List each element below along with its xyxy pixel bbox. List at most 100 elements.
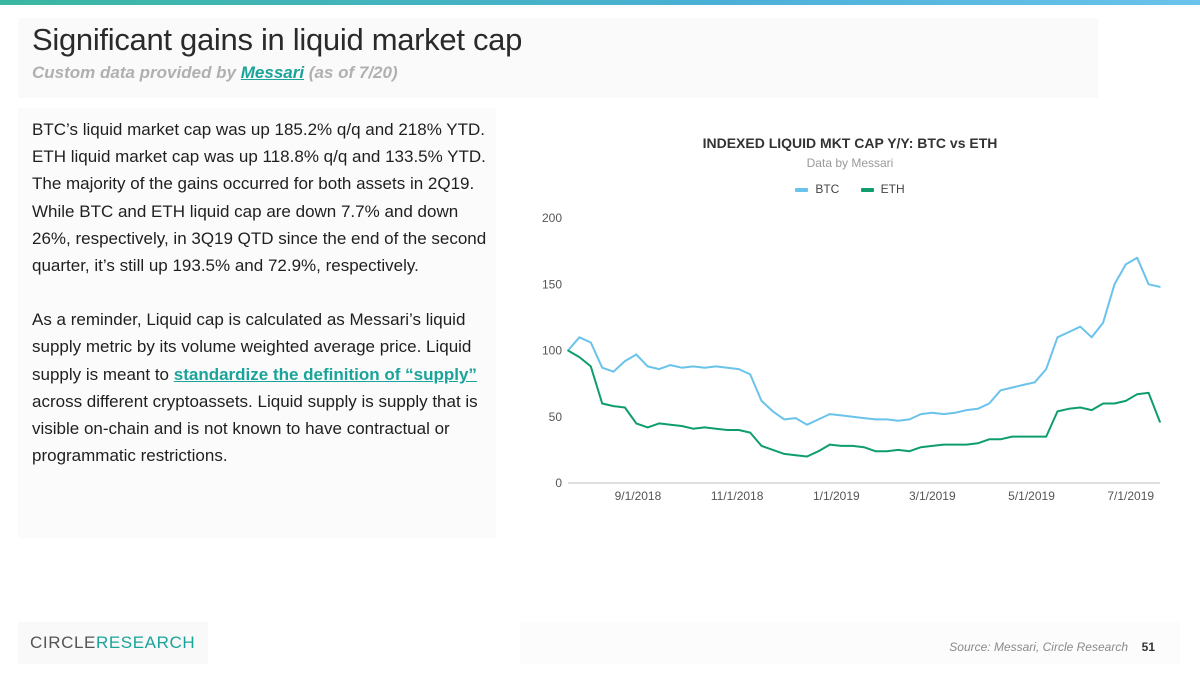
subtitle-prefix: Custom data provided by: [32, 63, 241, 82]
data-point-eth: [1068, 408, 1070, 410]
data-point-btc: [646, 365, 649, 368]
data-point-btc: [703, 366, 706, 369]
body-text: BTC’s liquid market cap was up 185.2% q/…: [32, 116, 494, 496]
data-point-eth: [1159, 421, 1161, 423]
data-point-eth: [999, 438, 1002, 441]
data-point-btc: [1159, 286, 1161, 288]
data-point-btc: [817, 418, 820, 421]
data-point-btc: [794, 417, 797, 419]
data-point-btc: [589, 341, 592, 344]
x-tick-label: 9/1/2018: [615, 489, 662, 503]
data-point-eth: [567, 349, 569, 352]
data-point-eth: [954, 443, 956, 446]
data-point-btc: [612, 370, 615, 373]
legend-swatch-eth: [860, 187, 874, 192]
data-point-btc: [1079, 325, 1082, 328]
reminder-text-before: As a reminder, Liquid cap is calculated …: [32, 310, 472, 384]
data-point-eth: [1113, 402, 1116, 405]
data-point-btc: [1022, 384, 1025, 386]
data-point-eth: [1022, 435, 1025, 438]
data-point-btc: [1090, 336, 1093, 339]
data-point-eth: [635, 422, 638, 425]
data-point-eth: [726, 429, 729, 431]
data-point-eth: [965, 443, 968, 446]
data-point-btc: [601, 366, 603, 369]
data-point-btc: [1102, 321, 1104, 324]
data-point-eth: [829, 443, 831, 446]
data-point-eth: [1102, 402, 1104, 405]
x-tick-label: 7/1/2019: [1107, 489, 1154, 503]
data-point-eth: [669, 423, 672, 426]
data-point-eth: [817, 450, 820, 453]
x-tick-label: 1/1/2019: [813, 489, 860, 503]
data-point-btc: [749, 373, 751, 376]
data-point-eth: [920, 446, 922, 449]
footer-background: [520, 622, 1180, 664]
data-point-btc: [977, 408, 979, 410]
data-point-eth: [1136, 393, 1139, 396]
legend-label-btc: BTC: [815, 182, 840, 196]
data-point-btc: [920, 413, 922, 415]
data-point-eth: [863, 446, 865, 449]
data-point-eth: [1079, 406, 1082, 409]
data-point-btc: [760, 400, 763, 402]
y-tick-label: 100: [542, 344, 562, 358]
data-point-btc: [965, 409, 968, 411]
brand-background: [18, 622, 208, 664]
circle-research-logo: CIRCLERESEARCH: [30, 633, 195, 653]
legend-item-eth: ETH: [860, 182, 905, 196]
data-point-btc: [692, 365, 695, 368]
supply-definition-link[interactable]: standardize the definition of “supply”: [173, 364, 477, 384]
data-point-btc: [874, 418, 877, 421]
data-point-btc: [999, 389, 1002, 392]
data-point-eth: [578, 356, 581, 358]
source-note: Source: Messari, Circle Research: [949, 640, 1128, 654]
data-point-eth: [749, 431, 751, 434]
data-point-eth: [977, 442, 979, 445]
series-line-eth: [567, 349, 1161, 458]
data-point-btc: [1045, 368, 1047, 370]
data-point-eth: [908, 450, 911, 453]
data-point-eth: [1125, 400, 1127, 402]
data-point-btc: [635, 353, 638, 356]
data-point-eth: [646, 426, 649, 429]
chart-legend: BTC ETH: [520, 182, 1180, 196]
data-point-btc: [829, 413, 831, 415]
top-accent-bar: [0, 0, 1200, 5]
data-point-btc: [851, 415, 854, 418]
subtitle-suffix: (as of 7/20): [304, 63, 398, 82]
legend-item-btc: BTC: [795, 182, 839, 196]
data-point-btc: [669, 364, 672, 366]
data-point-eth: [783, 453, 786, 455]
x-tick-label: 11/1/2018: [711, 489, 764, 503]
y-tick-label: 150: [542, 277, 562, 291]
data-point-eth: [885, 450, 888, 453]
y-tick-label: 200: [542, 211, 562, 225]
data-point-btc: [863, 417, 865, 419]
data-point-eth: [658, 422, 660, 425]
data-point-btc: [715, 365, 717, 368]
chart-title: INDEXED LIQUID MKT CAP Y/Y: BTC vs ETH: [702, 135, 998, 151]
data-point-eth: [840, 445, 843, 447]
logo-part-circle: CIRCLE: [30, 633, 96, 652]
data-point-btc: [737, 368, 740, 370]
data-point-eth: [681, 425, 683, 427]
data-point-eth: [1045, 435, 1047, 438]
data-point-btc: [1113, 283, 1116, 286]
data-point-btc: [908, 418, 911, 421]
messari-link[interactable]: Messari: [240, 63, 305, 82]
data-point-btc: [954, 411, 956, 414]
data-point-eth: [1011, 435, 1013, 438]
data-point-btc: [624, 360, 626, 362]
data-point-eth: [1056, 410, 1059, 413]
data-point-btc: [783, 418, 786, 421]
data-point-btc: [772, 410, 774, 413]
chart-container: 0 50 100 150 200 9/1/2018 11/1/2018 1/1/2019 3/1…: [520, 110, 1180, 530]
data-point-btc: [658, 368, 660, 370]
data-point-btc: [885, 418, 888, 421]
data-point-btc: [578, 336, 581, 339]
y-tick-label: 0: [555, 476, 562, 490]
data-point-eth: [624, 406, 626, 409]
data-point-btc: [806, 423, 808, 426]
data-point-btc: [1147, 283, 1150, 286]
